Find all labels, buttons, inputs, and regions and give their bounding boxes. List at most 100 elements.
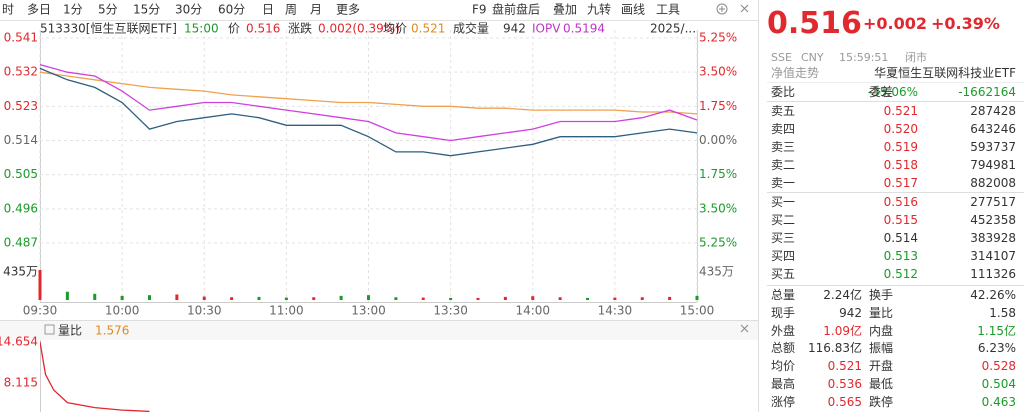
volume-bar (120, 295, 124, 300)
wei-cha-label: 委差 (869, 85, 894, 99)
quote-item: 涨跌 (288, 21, 312, 36)
series-line (39, 67, 698, 157)
tool-button[interactable]: F9 (472, 3, 487, 17)
period-tab[interactable]: 多日 (27, 3, 51, 17)
volume-bar (312, 297, 316, 300)
stat-label: 现手 (771, 305, 796, 320)
y2-tick-label: 1.75% (699, 167, 737, 181)
book-price: 0.518 (883, 158, 918, 172)
y2-tick-label: 3.50% (699, 65, 737, 79)
book-volume: 287428 (970, 104, 1016, 118)
volume-bar (284, 297, 288, 300)
nav-tab[interactable]: 净值走势 (771, 66, 820, 80)
book-volume: 383928 (970, 231, 1016, 245)
book-price: 0.517 (883, 176, 918, 190)
stat-value: 0.528 (981, 359, 1016, 374)
volume-bar (449, 297, 453, 300)
divider (767, 82, 1024, 83)
y2-tick-label: 0.00% (699, 133, 737, 147)
price: 0.516 (767, 6, 862, 41)
x-tick-label: 13:00 (351, 304, 386, 318)
volume-bar (586, 297, 589, 300)
stat-label: 外盘 (771, 323, 796, 338)
volume-bar (367, 295, 370, 300)
quote-item: 942 (503, 22, 526, 36)
stat-value: 0.536 (827, 377, 862, 391)
volume-bar (93, 293, 97, 300)
tool-button[interactable]: 画线 (621, 3, 645, 17)
period-tab[interactable]: 时 (2, 3, 14, 17)
period-tab[interactable]: 周 (285, 3, 297, 17)
y-tick-label: 0.505 (4, 167, 38, 181)
quote-item: 513330[恒生互联网ETF] (40, 22, 177, 36)
currency: CNY (801, 51, 824, 64)
stat-value: 942 (839, 305, 862, 320)
indicator-icon (44, 324, 55, 335)
period-tab[interactable]: 更多 (336, 3, 360, 17)
close-icon[interactable] (740, 4, 749, 13)
period-tab[interactable]: 15分 (133, 3, 160, 17)
indicator-value: 1.576 (95, 324, 129, 338)
quote-item: IOPV (532, 22, 561, 36)
tool-button[interactable]: 叠加 (553, 3, 577, 17)
x-tick-label: 14:30 (598, 304, 633, 318)
book-label: 卖四 (771, 122, 796, 136)
tool-button[interactable]: 工具 (656, 3, 680, 17)
stat-value: 42.26% (970, 288, 1016, 302)
series-line (39, 63, 698, 142)
stat-label: 总额 (771, 341, 796, 356)
book-label: 买三 (771, 231, 796, 245)
stat-label: 跌停 (869, 394, 894, 409)
series-line (39, 71, 698, 115)
book-volume: 794981 (970, 158, 1016, 172)
stat-label: 换手 (869, 288, 894, 302)
stat-label: 最高 (771, 377, 796, 391)
period-tab[interactable]: 月 (310, 3, 322, 17)
exchange: SSE (771, 51, 792, 64)
y-tick-label: 14.654 (0, 335, 38, 349)
book-price: 0.516 (883, 195, 918, 209)
change: +0.002 (863, 14, 928, 33)
y-tick-label: 0.523 (4, 99, 38, 113)
period-tab[interactable]: 5分 (98, 3, 118, 17)
tool-button[interactable]: 九转 (587, 2, 611, 17)
indicator-name: 量比 (58, 324, 82, 338)
y-tick-label: 435万 (3, 265, 38, 279)
volume-bar (148, 295, 151, 300)
stat-label: 均价 (771, 359, 796, 374)
volume-bar (175, 294, 179, 300)
book-volume: 882008 (970, 176, 1016, 190)
period-tab[interactable]: 60分 (218, 3, 245, 17)
book-label: 卖一 (771, 176, 796, 190)
stat-value: 1.09亿 (823, 323, 862, 338)
y2-tick-label: 3.50% (699, 201, 737, 215)
volume-bar (613, 297, 617, 300)
book-price: 0.520 (883, 122, 918, 136)
tool-button[interactable]: 盘前盘后 (492, 2, 540, 17)
time: 15:59:51 (839, 51, 889, 64)
y-tick-label: 0.532 (4, 65, 38, 79)
stat-label: 开盘 (869, 359, 894, 374)
volume-bar (38, 270, 42, 300)
x-tick-label: 10:00 (105, 304, 140, 318)
book-label: 卖二 (771, 158, 796, 172)
x-tick-label: 10:30 (187, 304, 222, 318)
close-icon[interactable] (740, 324, 749, 333)
volume-bar (668, 296, 672, 300)
stat-value: 1.15亿 (977, 323, 1016, 338)
stat-value: 0.463 (981, 394, 1016, 409)
book-label: 买五 (771, 267, 796, 281)
stat-label: 最低 (869, 377, 894, 391)
y2-tick-label: 5.25% (699, 31, 737, 45)
book-volume: 452358 (970, 213, 1016, 227)
period-tab[interactable]: 30分 (175, 3, 202, 17)
y2-tick-label: 1.75% (699, 99, 737, 113)
quote-item: 15:00 (184, 22, 219, 36)
stat-label: 量比 (869, 305, 894, 320)
book-label: 买二 (771, 213, 796, 227)
period-tab[interactable]: 1分 (63, 3, 83, 17)
add-icon[interactable] (716, 3, 728, 15)
x-tick-label: 15:00 (680, 304, 715, 318)
period-tab[interactable]: 日 (262, 3, 274, 17)
y-tick-label: 0.487 (4, 236, 38, 250)
